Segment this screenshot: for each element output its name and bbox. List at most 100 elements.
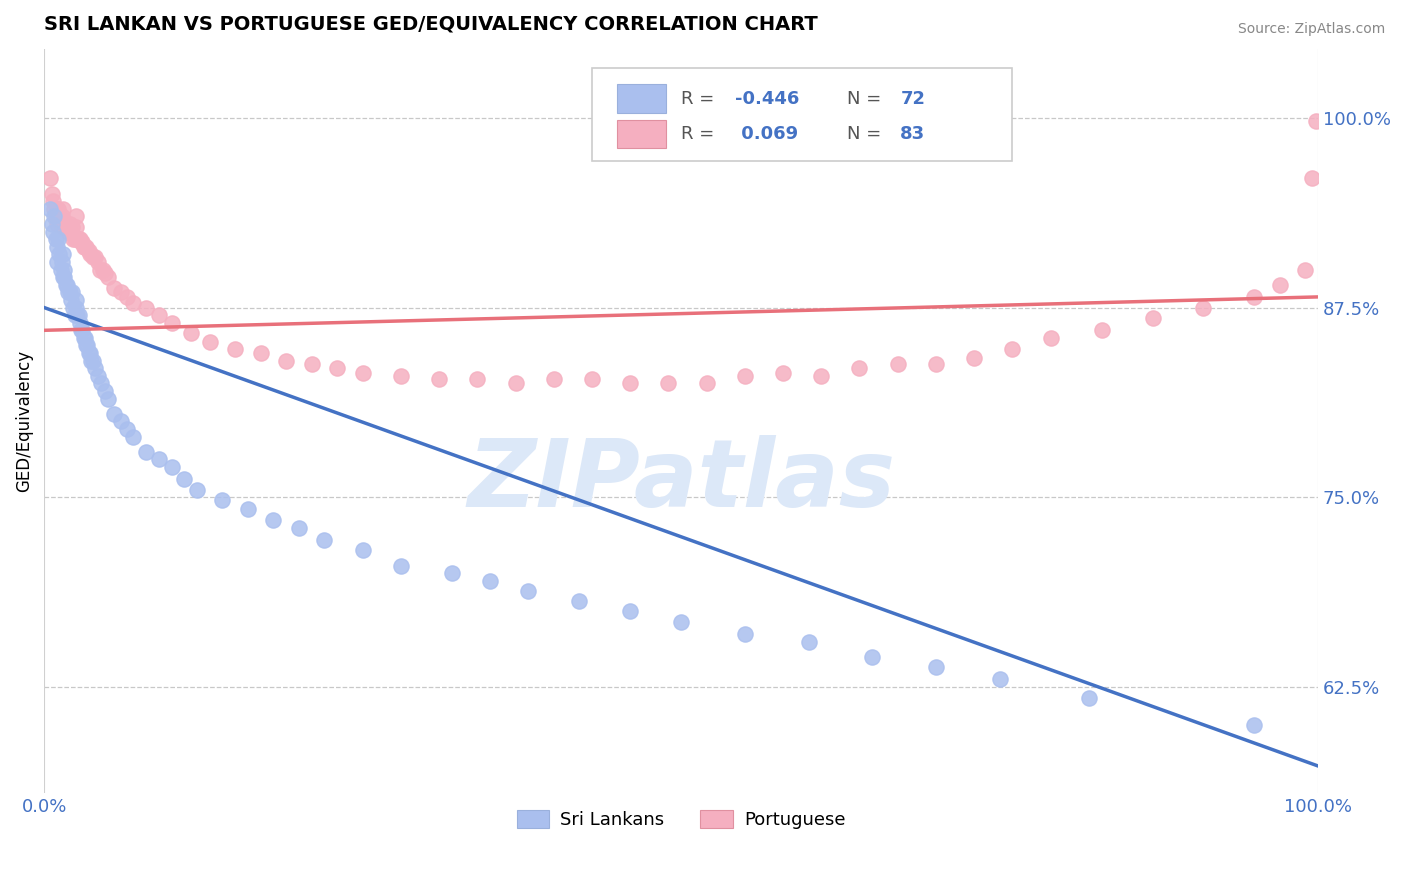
Legend: Sri Lankans, Portuguese: Sri Lankans, Portuguese [510, 803, 852, 837]
Point [988, 673, 1011, 687]
Text: R =: R = [681, 89, 720, 108]
Point [110, 285, 132, 300]
Point [53, 270, 76, 285]
Point [45, 255, 67, 269]
Point [86, 255, 108, 269]
Point [39, 202, 62, 216]
Point [45, 202, 67, 216]
Point [440, 566, 463, 581]
Point [55, 277, 77, 292]
Point [276, 353, 298, 368]
Point [90, 376, 112, 391]
Point [60, 285, 83, 300]
Point [103, 281, 125, 295]
Point [39, 171, 62, 186]
Point [1039, 331, 1062, 345]
Point [75, 240, 97, 254]
Point [115, 290, 138, 304]
Point [69, 316, 91, 330]
Point [69, 232, 91, 246]
Point [45, 240, 67, 254]
Point [66, 232, 89, 246]
Point [72, 235, 94, 250]
Point [148, 308, 170, 322]
Point [148, 452, 170, 467]
Bar [617, 120, 666, 148]
Point [925, 660, 948, 674]
Point [772, 366, 794, 380]
Point [543, 372, 565, 386]
Point [58, 285, 80, 300]
Point [52, 247, 75, 261]
Point [72, 240, 94, 254]
Point [186, 483, 208, 497]
Point [517, 584, 540, 599]
Point [568, 593, 591, 607]
Point [53, 214, 76, 228]
Point [45, 232, 67, 246]
Point [696, 376, 718, 391]
Point [41, 186, 63, 201]
Point [97, 270, 120, 285]
Point [1243, 290, 1265, 304]
Point [925, 357, 948, 371]
Point [734, 627, 756, 641]
Text: N =: N = [846, 125, 887, 144]
Point [860, 649, 883, 664]
Point [1077, 690, 1099, 705]
Point [734, 368, 756, 383]
Point [479, 574, 502, 588]
Point [59, 225, 82, 239]
Point [51, 255, 73, 269]
Point [657, 376, 679, 391]
Point [352, 543, 374, 558]
Point [1192, 301, 1215, 315]
Point [115, 422, 138, 436]
Point [389, 558, 412, 573]
Point [65, 220, 87, 235]
Point [46, 232, 69, 246]
Point [465, 372, 488, 386]
Point [52, 220, 75, 235]
Point [198, 335, 221, 350]
Point [1243, 718, 1265, 732]
Point [89, 262, 111, 277]
Point [619, 604, 641, 618]
Point [65, 301, 87, 315]
Point [886, 357, 908, 371]
Text: ZIPatlas: ZIPatlas [467, 435, 896, 527]
Text: 0.069: 0.069 [734, 125, 797, 144]
Point [848, 361, 870, 376]
Text: -0.446: -0.446 [734, 89, 799, 108]
Text: 83: 83 [900, 125, 925, 144]
Point [59, 293, 82, 307]
Point [44, 202, 66, 216]
Point [91, 262, 114, 277]
Point [810, 368, 832, 383]
Point [52, 270, 75, 285]
Point [797, 634, 820, 648]
Point [97, 392, 120, 406]
Point [62, 301, 84, 315]
Point [262, 513, 284, 527]
Point [60, 220, 83, 235]
Point [669, 615, 692, 629]
Point [46, 202, 69, 216]
Text: Source: ZipAtlas.com: Source: ZipAtlas.com [1237, 22, 1385, 37]
Point [55, 220, 77, 235]
Point [41, 217, 63, 231]
Point [67, 232, 90, 246]
Point [73, 240, 96, 254]
Point [58, 217, 80, 231]
Point [70, 323, 93, 337]
Point [67, 308, 90, 322]
Text: SRI LANKAN VS PORTUGUESE GED/EQUIVALENCY CORRELATION CHART: SRI LANKAN VS PORTUGUESE GED/EQUIVALENCY… [44, 15, 818, 34]
Y-axis label: GED/Equivalency: GED/Equivalency [15, 351, 32, 492]
Point [73, 331, 96, 345]
Point [53, 262, 76, 277]
Point [211, 493, 233, 508]
Point [45, 217, 67, 231]
Point [42, 194, 65, 209]
Point [44, 210, 66, 224]
Point [288, 521, 311, 535]
